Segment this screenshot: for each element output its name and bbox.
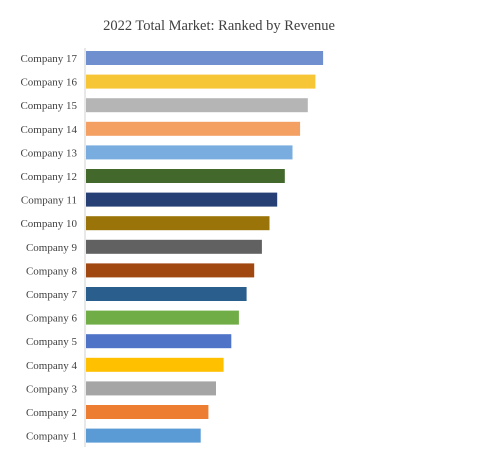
bar-company-15	[86, 98, 308, 113]
bar-company-16	[86, 74, 316, 89]
category-label: Company 5	[26, 336, 78, 348]
category-label: Company 8	[26, 265, 78, 277]
category-label: Company 10	[20, 218, 77, 230]
chart-title: 2022 Total Market: Ranked by Revenue	[103, 18, 335, 34]
category-label: Company 17	[20, 53, 77, 65]
category-labels: Company 17 Company 16 Company 15 Company 14…	[20, 53, 77, 443]
bar-company-6	[86, 310, 239, 325]
bar-company-1	[86, 428, 201, 443]
bar-company-17	[86, 51, 324, 65]
bar-company-14	[86, 121, 301, 136]
bar-company-5	[86, 334, 232, 349]
category-label: Company 2	[26, 407, 77, 419]
category-label: Company 15	[20, 100, 77, 112]
bar-company-9	[86, 239, 262, 254]
category-label: Company 13	[20, 147, 77, 159]
bars-layer	[86, 51, 324, 443]
category-label: Company 1	[26, 431, 77, 443]
bar-company-4	[86, 357, 224, 372]
category-label: Company 9	[26, 242, 78, 254]
category-label: Company 14	[20, 124, 77, 136]
bar-company-3	[86, 381, 216, 396]
bar-company-8	[86, 263, 255, 278]
category-label: Company 11	[21, 195, 77, 207]
bar-company-12	[86, 169, 285, 183]
category-label: Company 6	[26, 313, 78, 325]
bar-company-13	[86, 145, 293, 160]
bar-company-10	[86, 216, 270, 231]
bar-company-2	[86, 405, 209, 419]
category-label: Company 7	[26, 289, 78, 301]
bar-company-7	[86, 287, 247, 301]
category-label: Company 16	[20, 77, 77, 89]
category-label: Company 3	[26, 383, 78, 395]
category-label: Company 12	[20, 171, 77, 183]
category-label: Company 4	[26, 360, 78, 372]
bar-company-11	[86, 192, 278, 207]
